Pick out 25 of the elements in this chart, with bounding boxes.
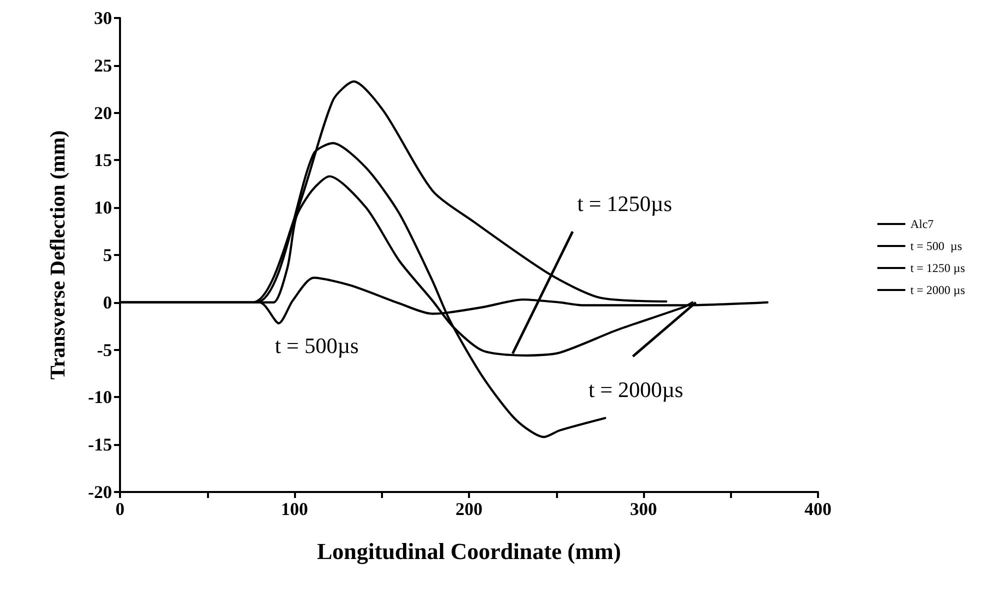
y-tick-label: 10 xyxy=(94,198,112,218)
y-tick-label: 5 xyxy=(103,245,112,265)
legend-label: t = 500 µs xyxy=(910,239,962,253)
annotation: t = 1250µs xyxy=(577,191,672,216)
annotation: t = 2000µs xyxy=(588,376,684,402)
y-tick-label: 25 xyxy=(94,55,112,76)
x-tick-label: 300 xyxy=(630,499,657,519)
x-tick-label: 0 xyxy=(116,499,124,519)
y-tick-label: -20 xyxy=(88,482,112,502)
x-tick-label: 100 xyxy=(281,499,308,519)
y-tick-label: -5 xyxy=(97,340,112,360)
y-tick-label: 15 xyxy=(94,150,112,170)
y-tick-label: 30 xyxy=(94,8,112,28)
legend-label: Alc7 xyxy=(910,217,934,231)
x-axis-title: Longitudinal Coordinate (mm) xyxy=(316,539,622,565)
y-tick-label: -10 xyxy=(88,387,112,408)
y-tick-label: 20 xyxy=(94,102,112,123)
legend-label: t = 1250 µs xyxy=(910,261,966,275)
y-axis-title: Transverse Deflection (mm) xyxy=(46,130,70,380)
annotation: t = 500µs xyxy=(274,332,359,358)
x-tick-label: 200 xyxy=(456,499,482,519)
legend-label: t = 2000 µs xyxy=(910,283,966,297)
y-tick-label: -15 xyxy=(88,434,112,455)
y-tick-label: 0 xyxy=(103,292,112,312)
x-tick-label: 400 xyxy=(804,499,832,519)
